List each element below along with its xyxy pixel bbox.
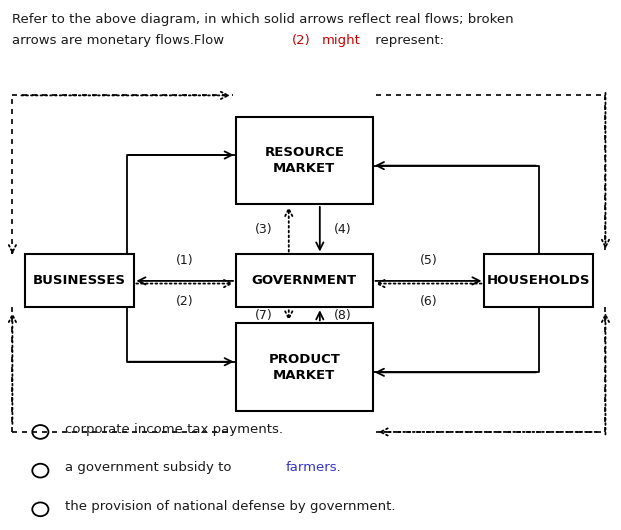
Text: Refer to the above diagram, in which solid arrows reflect real flows; broken: Refer to the above diagram, in which sol… [12, 13, 514, 26]
FancyArrowPatch shape [136, 280, 231, 287]
Text: a government subsidy to: a government subsidy to [65, 462, 236, 474]
FancyBboxPatch shape [236, 117, 373, 204]
Text: RESOURCE
MARKET: RESOURCE MARKET [265, 146, 344, 175]
Text: (4): (4) [334, 223, 351, 236]
FancyArrowPatch shape [378, 280, 482, 287]
Text: (8): (8) [334, 309, 351, 322]
Text: (2): (2) [176, 295, 194, 307]
FancyBboxPatch shape [484, 254, 593, 307]
Text: (7): (7) [255, 309, 273, 322]
Text: BUSINESSES: BUSINESSES [33, 275, 125, 287]
FancyArrowPatch shape [375, 277, 479, 285]
Text: PRODUCT
MARKET: PRODUCT MARKET [268, 352, 340, 382]
Text: the provision of national defense by government.: the provision of national defense by gov… [65, 500, 396, 513]
FancyArrowPatch shape [9, 245, 16, 253]
Text: GOVERNMENT: GOVERNMENT [252, 275, 357, 287]
FancyArrowPatch shape [21, 92, 228, 99]
FancyArrowPatch shape [285, 310, 292, 319]
Text: (2): (2) [292, 34, 310, 48]
FancyArrowPatch shape [9, 315, 16, 424]
Text: arrows are monetary flows.Flow: arrows are monetary flows.Flow [12, 34, 229, 48]
FancyArrowPatch shape [316, 312, 324, 321]
FancyArrowPatch shape [138, 277, 233, 285]
Text: HOUSEHOLDS: HOUSEHOLDS [487, 275, 591, 287]
Text: farmers.: farmers. [286, 462, 342, 474]
Text: (3): (3) [255, 223, 273, 236]
FancyArrowPatch shape [285, 209, 292, 252]
FancyArrowPatch shape [316, 207, 324, 250]
FancyBboxPatch shape [236, 323, 373, 411]
FancyArrowPatch shape [129, 358, 232, 365]
Text: (6): (6) [420, 295, 437, 307]
FancyArrowPatch shape [381, 428, 597, 436]
Text: represent:: represent: [371, 34, 445, 48]
FancyArrowPatch shape [377, 369, 536, 376]
Text: corporate income tax payments.: corporate income tax payments. [65, 423, 283, 436]
FancyBboxPatch shape [25, 254, 134, 307]
FancyArrowPatch shape [602, 315, 609, 435]
FancyArrowPatch shape [602, 93, 609, 247]
FancyArrowPatch shape [377, 162, 536, 169]
FancyArrowPatch shape [129, 152, 232, 158]
Text: (5): (5) [420, 254, 437, 267]
Text: might: might [321, 34, 360, 48]
Text: (1): (1) [176, 254, 194, 267]
FancyBboxPatch shape [236, 254, 373, 307]
